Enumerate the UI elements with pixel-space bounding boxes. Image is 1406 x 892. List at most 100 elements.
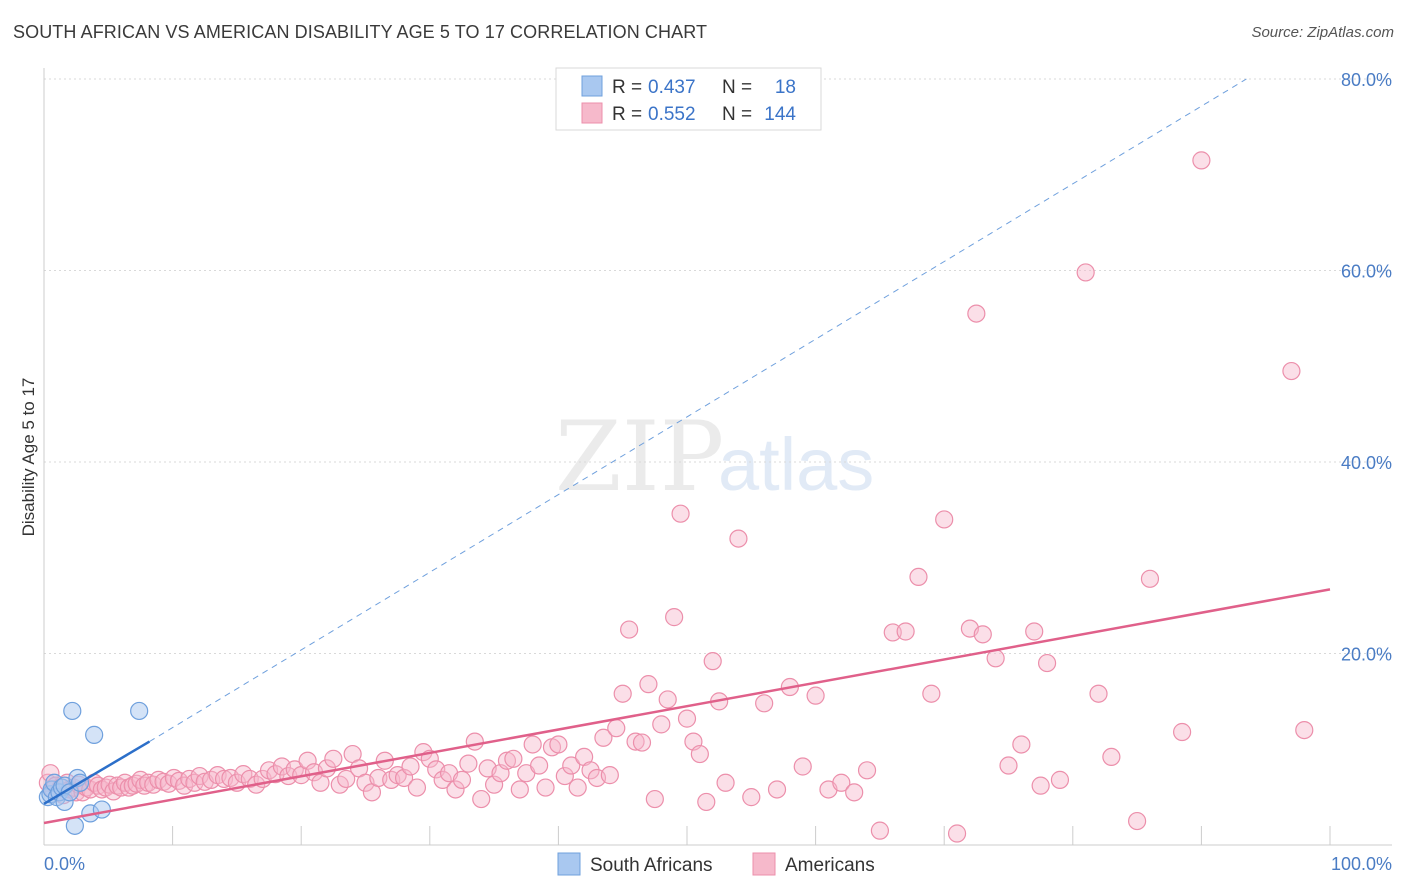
americans-point [1037,653,1057,673]
americans-point [639,675,658,694]
americans-point [671,504,690,523]
south-africans-trend-line [43,740,151,805]
americans-point [806,686,825,705]
americans-point [896,622,915,641]
legend-r-label-south-africans: R = [612,77,642,98]
americans-point [742,788,761,807]
americans-point [536,778,555,797]
bottom-legend: South Africans Americans [557,852,875,876]
legend-swatch-americans [581,102,603,124]
americans-point [568,778,587,797]
legend-r-value-south-africans: 0.437 [648,77,696,98]
y-axis-label: Disability Age 5 to 17 [19,378,38,537]
americans-point [472,789,491,809]
americans-point [967,304,986,323]
americans-point [452,770,472,789]
americans-point [459,754,478,773]
americans-point [922,684,941,703]
americans-point [767,780,787,799]
americans-point [1031,776,1050,795]
americans-point [697,792,716,812]
bottom-legend-swatch-americans [752,852,776,876]
watermark-zip: ZIP [555,401,724,513]
americans-point [1102,747,1121,767]
americans-point [703,652,722,671]
americans-point [857,761,877,780]
americans-point [485,775,504,794]
americans-point [620,620,639,639]
americans-point [401,757,420,776]
americans-point [465,732,484,751]
americans-point [607,719,626,738]
americans-point [1025,622,1044,641]
americans-point [645,789,664,809]
south-africans-point [65,816,84,835]
y-tick-labels: 20.0% 40.0% 60.0% 80.0% [1341,70,1392,665]
south-africans-point [92,800,111,819]
americans-point [690,744,709,764]
americans-point [164,768,183,788]
gridlines [44,78,1392,654]
south-africans-point [63,701,82,721]
americans-point [935,510,954,529]
americans-point [407,778,427,797]
y-tick-label-60: 60.0% [1341,262,1392,282]
americans-point [510,780,529,799]
legend-n-label-south-africans: N = [722,77,752,98]
americans-point [613,684,632,703]
x-axis-ticks [172,826,1331,845]
americans-point [832,773,851,792]
americans-point [716,773,735,792]
legend-r-label-americans: R = [612,104,642,125]
americans-point [433,770,452,789]
legend-r-value-americans: 0.552 [648,104,696,125]
trend-lines [43,78,1331,825]
americans-point [1127,811,1147,831]
legend-n-label-americans: N = [722,104,752,125]
south-africans-points [38,701,149,835]
americans-point [1050,770,1070,789]
x-tick-label-min: 0.0% [44,854,85,874]
legend-n-value-americans: 144 [764,104,796,125]
americans-point [298,751,317,770]
americans-point [658,690,677,709]
americans-point [947,824,967,843]
americans-point [562,756,581,775]
americans-point [999,756,1018,775]
americans-point [1282,361,1301,381]
americans-point [665,608,684,627]
americans-point [530,756,549,775]
americans-point [652,715,671,734]
bottom-legend-swatch-south-africans [557,852,581,876]
americans-point [883,623,902,642]
americans-point [1076,263,1095,282]
watermark: ZIP atlas [555,401,874,513]
americans-point [870,821,890,840]
americans-point [159,774,178,793]
americans-point [677,709,697,728]
y-tick-label-80: 80.0% [1341,70,1392,90]
americans-point [324,749,343,768]
americans-point [446,780,465,799]
americans-point [845,783,864,802]
chart-title: SOUTH AFRICAN VS AMERICAN DISABILITY AGE… [13,22,708,42]
americans-point [1173,722,1192,742]
americans-point [549,735,568,754]
americans-point [555,766,574,786]
legend-swatch-south-africans [581,75,603,97]
americans-point [594,728,613,747]
americans-point [190,766,209,786]
americans-trend-line [43,588,1331,825]
americans-point [1012,735,1031,754]
y-tick-label-20: 20.0% [1341,645,1392,665]
americans-point [973,625,992,644]
americans-point [626,732,645,751]
bottom-legend-label-americans: Americans [785,855,875,876]
americans-point [523,735,542,754]
x-tick-label-max: 100.0% [1331,854,1392,874]
americans-point [504,749,523,768]
americans-point [1089,684,1108,703]
top-legend: R = 0.437 N = 18 R = 0.552 N = 144 [555,67,822,131]
americans-point [793,757,812,776]
